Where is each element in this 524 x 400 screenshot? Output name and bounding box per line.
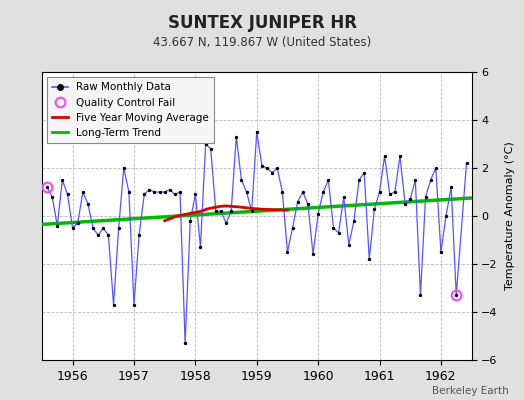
Point [421,194,430,200]
Point [406,196,414,202]
Point [273,165,281,171]
Point [452,292,461,298]
Point [416,292,424,298]
Point [119,165,128,171]
Point [166,186,174,193]
Text: 43.667 N, 119.867 W (United States): 43.667 N, 119.867 W (United States) [153,36,371,49]
Point [401,201,409,207]
Point [130,302,138,308]
Point [263,165,271,171]
Point [160,189,169,195]
Point [222,220,230,226]
Legend: Raw Monthly Data, Quality Control Fail, Five Year Moving Average, Long-Term Tren: Raw Monthly Data, Quality Control Fail, … [47,77,214,143]
Point [350,218,358,224]
Point [334,230,343,236]
Point [181,340,189,346]
Point [247,208,256,214]
Point [227,208,235,214]
Point [145,186,154,193]
Point [99,225,107,231]
Point [212,208,220,214]
Point [314,210,322,217]
Point [396,153,404,159]
Point [288,225,297,231]
Point [242,189,250,195]
Point [48,194,57,200]
Point [436,249,445,255]
Point [69,225,77,231]
Y-axis label: Temperature Anomaly (°C): Temperature Anomaly (°C) [505,142,515,290]
Point [462,160,471,166]
Point [58,177,67,183]
Point [232,134,241,140]
Point [156,189,164,195]
Point [206,146,215,152]
Point [140,191,148,198]
Point [186,218,194,224]
Point [304,201,312,207]
Point [299,189,307,195]
Point [191,191,200,198]
Point [104,232,113,238]
Point [283,249,292,255]
Point [370,206,379,212]
Point [150,189,159,195]
Point [447,184,455,190]
Point [217,208,225,214]
Point [73,220,82,226]
Point [171,191,179,198]
Point [110,302,118,308]
Point [319,189,328,195]
Point [329,225,337,231]
Point [380,153,389,159]
Point [89,225,97,231]
Point [360,170,368,176]
Point [386,191,394,198]
Text: Berkeley Earth: Berkeley Earth [432,386,508,396]
Point [125,189,133,195]
Point [411,177,420,183]
Point [375,189,384,195]
Point [432,165,440,171]
Point [293,198,302,205]
Point [237,177,246,183]
Point [345,242,353,248]
Point [196,244,205,250]
Point [258,162,266,169]
Point [355,177,363,183]
Point [79,189,87,195]
Point [391,189,399,195]
Point [94,232,102,238]
Point [442,213,450,219]
Point [365,256,374,262]
Point [201,141,210,147]
Point [53,222,61,229]
Point [135,232,143,238]
Point [43,184,51,190]
Point [309,251,317,258]
Point [63,191,72,198]
Text: SUNTEX JUNIPER HR: SUNTEX JUNIPER HR [168,14,356,32]
Point [84,201,92,207]
Point [253,129,261,135]
Point [268,170,276,176]
Point [324,177,333,183]
Point [340,194,348,200]
Point [427,177,435,183]
Point [176,189,184,195]
Point [114,225,123,231]
Point [278,189,287,195]
